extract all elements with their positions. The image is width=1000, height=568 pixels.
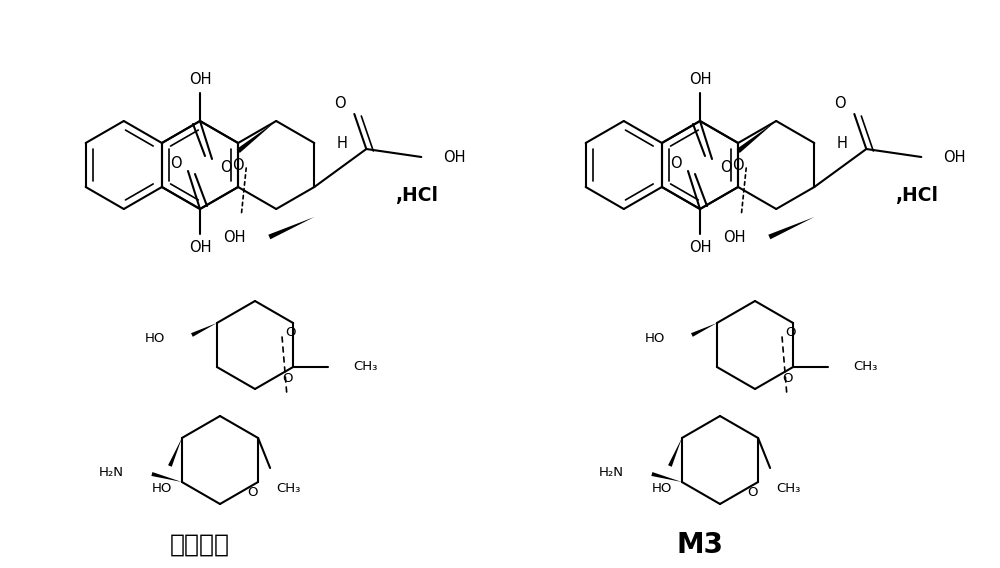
Text: HO: HO xyxy=(645,332,665,345)
Text: OH: OH xyxy=(189,72,211,86)
Polygon shape xyxy=(237,121,276,153)
Text: O: O xyxy=(782,371,792,385)
Text: H₂N: H₂N xyxy=(99,466,124,478)
Text: OH: OH xyxy=(189,240,211,256)
Text: O: O xyxy=(170,156,182,170)
Text: HO: HO xyxy=(152,482,172,495)
Text: HO: HO xyxy=(145,332,165,345)
Text: O: O xyxy=(732,158,744,173)
Text: M3: M3 xyxy=(676,531,724,559)
Text: H: H xyxy=(836,136,847,151)
Polygon shape xyxy=(651,472,682,482)
Text: OH: OH xyxy=(223,229,245,244)
Text: OH: OH xyxy=(689,240,711,256)
Text: H: H xyxy=(336,136,347,151)
Polygon shape xyxy=(691,323,717,337)
Text: O: O xyxy=(747,487,757,499)
Polygon shape xyxy=(151,472,182,482)
Text: OH: OH xyxy=(943,149,966,165)
Text: O: O xyxy=(247,487,257,499)
Text: O: O xyxy=(835,97,846,111)
Polygon shape xyxy=(768,217,814,239)
Text: O: O xyxy=(232,158,244,173)
Polygon shape xyxy=(737,121,776,153)
Text: HO: HO xyxy=(652,482,672,495)
Text: CH₃: CH₃ xyxy=(853,361,877,374)
Text: O: O xyxy=(282,371,292,385)
Text: O: O xyxy=(285,325,295,339)
Text: OH: OH xyxy=(689,72,711,86)
Text: ,HCl: ,HCl xyxy=(895,186,938,204)
Text: OH: OH xyxy=(723,229,745,244)
Text: CH₃: CH₃ xyxy=(276,482,300,495)
Polygon shape xyxy=(268,217,314,239)
Text: O: O xyxy=(220,160,232,174)
Text: OH: OH xyxy=(443,149,466,165)
Text: ,HCl: ,HCl xyxy=(395,186,438,204)
Polygon shape xyxy=(668,438,682,467)
Text: O: O xyxy=(720,160,732,174)
Text: CH₃: CH₃ xyxy=(776,482,800,495)
Text: CH₃: CH₃ xyxy=(353,361,377,374)
Polygon shape xyxy=(168,438,182,467)
Text: O: O xyxy=(335,97,346,111)
Text: 莎巴比星: 莎巴比星 xyxy=(170,533,230,557)
Text: O: O xyxy=(670,156,682,170)
Text: O: O xyxy=(785,325,795,339)
Text: H₂N: H₂N xyxy=(599,466,624,478)
Polygon shape xyxy=(191,323,217,337)
